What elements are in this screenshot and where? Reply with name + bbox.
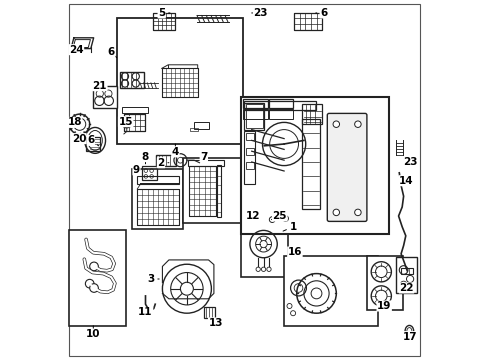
Text: 24: 24 <box>69 45 83 55</box>
Text: 10: 10 <box>86 326 101 339</box>
Circle shape <box>269 217 275 222</box>
Text: 14: 14 <box>398 176 413 186</box>
Bar <box>217 165 221 217</box>
Bar <box>117 18 242 144</box>
Text: 13: 13 <box>208 318 223 328</box>
Bar <box>122 107 148 113</box>
Bar <box>246 133 253 140</box>
Circle shape <box>261 267 265 271</box>
Bar <box>69 230 125 326</box>
Bar <box>366 256 402 310</box>
Bar <box>120 72 143 88</box>
Circle shape <box>406 275 413 283</box>
Bar <box>162 68 197 97</box>
Circle shape <box>354 209 361 216</box>
Bar <box>156 155 176 166</box>
Ellipse shape <box>406 328 411 335</box>
Bar <box>244 101 316 110</box>
Bar <box>268 109 292 119</box>
Bar <box>183 158 241 223</box>
Bar <box>241 97 387 234</box>
Text: 11: 11 <box>138 307 152 318</box>
Ellipse shape <box>88 130 102 150</box>
Circle shape <box>256 267 260 271</box>
Text: 7: 7 <box>200 152 207 162</box>
Text: 21: 21 <box>92 81 107 91</box>
Bar <box>137 176 178 184</box>
Circle shape <box>332 121 339 127</box>
Ellipse shape <box>84 127 105 153</box>
Text: 25: 25 <box>271 211 286 221</box>
Text: 23: 23 <box>402 157 416 167</box>
Bar <box>244 103 264 130</box>
Text: 22: 22 <box>398 283 413 293</box>
Bar <box>243 109 267 119</box>
Bar <box>204 307 215 318</box>
Circle shape <box>89 262 98 271</box>
Bar <box>243 99 267 108</box>
Circle shape <box>354 121 361 127</box>
Bar <box>194 122 209 129</box>
Bar <box>246 104 262 128</box>
Bar <box>92 86 117 108</box>
Text: 12: 12 <box>246 211 260 221</box>
Bar <box>153 13 175 30</box>
Text: 2: 2 <box>157 158 168 168</box>
Circle shape <box>332 209 339 216</box>
Bar <box>190 128 197 131</box>
Circle shape <box>266 267 270 271</box>
Bar <box>187 160 223 166</box>
FancyBboxPatch shape <box>326 113 366 221</box>
Bar <box>132 169 183 229</box>
Circle shape <box>85 279 94 288</box>
Circle shape <box>282 216 288 221</box>
Text: 5: 5 <box>158 8 170 18</box>
Bar <box>302 104 321 124</box>
Bar <box>86 137 101 151</box>
Bar <box>294 13 322 30</box>
Text: 18: 18 <box>67 117 81 127</box>
Circle shape <box>399 266 407 274</box>
Bar <box>268 99 292 108</box>
Bar <box>246 162 253 169</box>
Text: 6: 6 <box>87 135 99 146</box>
Bar <box>188 166 215 216</box>
Bar <box>246 148 253 155</box>
Bar <box>400 268 412 274</box>
Bar <box>244 131 255 184</box>
Text: 19: 19 <box>376 301 390 311</box>
Bar <box>395 257 416 293</box>
Bar <box>284 256 377 326</box>
Ellipse shape <box>404 325 413 337</box>
Bar <box>302 119 320 209</box>
Text: 16: 16 <box>287 247 302 257</box>
Bar <box>137 189 178 225</box>
Text: 17: 17 <box>402 332 417 342</box>
Text: 3: 3 <box>147 274 159 284</box>
Circle shape <box>400 281 406 288</box>
Text: 6: 6 <box>315 8 326 18</box>
Circle shape <box>89 284 98 292</box>
Text: 9: 9 <box>133 165 140 175</box>
Text: 6: 6 <box>107 47 117 58</box>
Bar <box>123 114 145 131</box>
Text: 1: 1 <box>283 222 296 232</box>
Bar <box>142 166 157 180</box>
Text: 8: 8 <box>142 152 149 164</box>
Text: 4: 4 <box>171 144 179 157</box>
Text: 20: 20 <box>72 134 86 144</box>
Bar <box>241 220 287 277</box>
Text: 15: 15 <box>118 117 133 127</box>
Text: 23: 23 <box>251 8 267 18</box>
